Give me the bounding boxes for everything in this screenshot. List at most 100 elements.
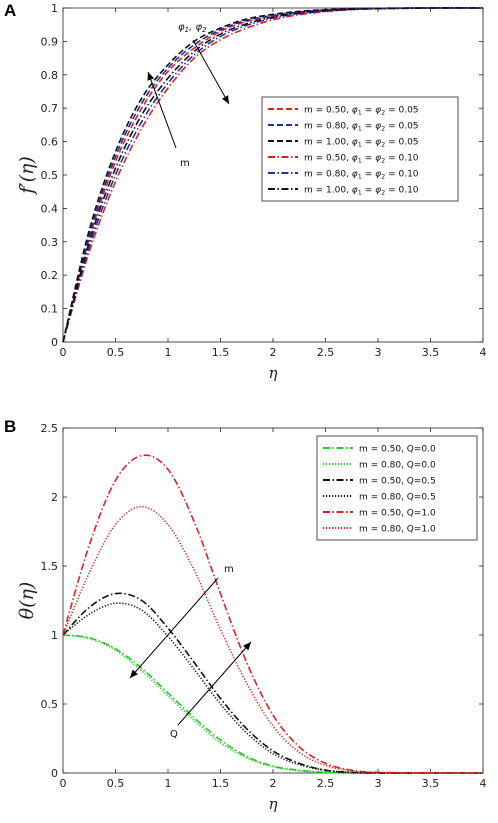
series-line-4 xyxy=(62,602,483,774)
y-tick-label: 0.2 xyxy=(41,269,59,282)
x-axis-label: η xyxy=(269,364,278,382)
q-annotation: Q xyxy=(170,729,178,740)
legend-phi: φ xyxy=(352,122,358,132)
y-tick-label: 0.6 xyxy=(41,136,59,149)
y-tick-label: 0.3 xyxy=(41,236,59,249)
x-tick-label: 0 xyxy=(60,346,67,359)
q-arrow-shaft xyxy=(177,641,252,726)
legend-value: 0.05 xyxy=(398,138,418,148)
legend-eq: = xyxy=(362,138,375,148)
legend-eq: = xyxy=(362,106,375,116)
legend-prefix: m = 1.00, xyxy=(304,186,352,196)
legend-entry-label: m = 0.80, φ1 = φ2 = 0.05 xyxy=(304,122,419,133)
legend-entry-label: m = 0.80, Q=1.0 xyxy=(359,525,436,535)
legend-eq: = xyxy=(385,170,398,180)
y-tick-label: 0.4 xyxy=(41,202,59,215)
legend-eq: = xyxy=(385,122,398,132)
legend-eq: = xyxy=(385,106,398,116)
phi-arrow-head xyxy=(222,95,229,104)
y-tick-label: 0.5 xyxy=(41,169,59,182)
legend-sub: 2 xyxy=(381,109,385,117)
x-tick-label: 3 xyxy=(375,777,382,790)
x-tick-label: 0.5 xyxy=(107,777,125,790)
series-line-3 xyxy=(62,7,484,343)
legend-sub: 2 xyxy=(381,125,385,133)
legend-sub: 1 xyxy=(358,157,362,165)
y-tick-label: 0.9 xyxy=(41,35,59,48)
legend-value: 0.10 xyxy=(398,154,418,164)
x-tick-label: 1 xyxy=(165,777,172,790)
legend-value: 0.05 xyxy=(398,122,418,132)
legend-eq: = xyxy=(385,138,398,148)
legend-prefix: m = 1.00, xyxy=(304,138,352,148)
x-tick-label: 2.5 xyxy=(317,777,335,790)
legend-prefix: m = 0.50, xyxy=(304,106,352,116)
x-axis-label: η xyxy=(269,795,278,813)
legend-sub: 1 xyxy=(358,125,362,133)
legend-sub: 1 xyxy=(358,173,362,181)
y-tick-label: 0.5 xyxy=(41,698,59,711)
legend-eq: = xyxy=(362,154,375,164)
legend-entry-label: m = 0.50, φ1 = φ2 = 0.10 xyxy=(304,154,419,165)
legend-phi: φ xyxy=(375,170,381,180)
legend-sub: 2 xyxy=(381,141,385,149)
y-tick-label: 0.8 xyxy=(41,69,59,82)
m-annotation: m xyxy=(180,158,190,169)
legend-entry-label: m = 0.50, Q=0.5 xyxy=(359,477,436,487)
x-tick-label: 2 xyxy=(270,346,277,359)
legend-phi: φ xyxy=(352,154,358,164)
legend-entry-label: m = 1.00, φ1 = φ2 = 0.05 xyxy=(304,138,419,149)
legend-entry-label: m = 0.50, Q=1.0 xyxy=(359,509,436,519)
legend-phi: φ xyxy=(375,154,381,164)
m-arrow-head xyxy=(147,72,155,81)
x-tick-label: 4 xyxy=(480,777,487,790)
x-tick-label: 2.5 xyxy=(317,346,335,359)
legend-sub: 1 xyxy=(358,189,362,197)
q-arrow-head xyxy=(243,642,251,651)
legend-phi: φ xyxy=(352,106,358,116)
x-tick-label: 1.5 xyxy=(212,346,230,359)
x-tick-label: 0.5 xyxy=(107,346,125,359)
legend-eq: = xyxy=(385,154,398,164)
legend-phi: φ xyxy=(375,122,381,132)
legend-prefix: m = 0.50, xyxy=(304,154,352,164)
phi-arrow-shaft xyxy=(192,39,230,105)
m-arrow-shaft xyxy=(147,71,177,149)
y-axis-label: f′(η) xyxy=(16,156,38,196)
legend-entry-label: m = 0.80, Q=0.0 xyxy=(359,461,436,471)
series-line-1 xyxy=(62,634,483,774)
legend-sub: 2 xyxy=(381,189,385,197)
x-tick-label: 1.5 xyxy=(212,777,230,790)
legend-phi: φ xyxy=(375,186,381,196)
legend-phi: φ xyxy=(352,138,358,148)
x-tick-label: 3 xyxy=(375,346,382,359)
legend-phi: φ xyxy=(375,138,381,148)
y-tick-label: 1 xyxy=(51,629,58,642)
legend-sub: 1 xyxy=(358,141,362,149)
y-tick-label: 0 xyxy=(51,767,58,780)
legend-value: 0.10 xyxy=(398,170,418,180)
phi-sep: , xyxy=(189,22,195,33)
legend-entry-label: m = 0.50, Q=0.0 xyxy=(359,445,436,455)
legend-entry-label: m = 0.80, φ1 = φ2 = 0.10 xyxy=(304,170,419,181)
panel-b-letter: B xyxy=(4,417,16,436)
panel-a-letter: A xyxy=(4,1,16,20)
y-tick-label: 1 xyxy=(51,2,58,15)
y-tick-label: 1.5 xyxy=(41,560,59,573)
legend-prefix: m = 0.80, xyxy=(304,170,352,180)
legend-phi: φ xyxy=(375,106,381,116)
phi-annotation: φ1, φ2 xyxy=(178,22,207,34)
panel-b-chart: 0 0.5 1 1.5 2 2.5 3 3.5 4 0 0.5 1 1.5 2 2.5 η θ(η) m = 0.… xyxy=(16,422,487,813)
legend-entry-label: m = 0.50, φ1 = φ2 = 0.05 xyxy=(304,106,419,117)
m-arrow-head xyxy=(130,669,138,678)
x-tick-label: 4 xyxy=(480,346,487,359)
m-arrow-shaft xyxy=(129,577,219,679)
legend-value: 0.10 xyxy=(398,186,418,196)
y-tick-label: 2.5 xyxy=(41,422,59,435)
y-tick-label: 0.7 xyxy=(41,102,59,115)
legend-eq: = xyxy=(362,186,375,196)
x-tick-label: 1 xyxy=(165,346,172,359)
legend-value: 0.05 xyxy=(398,106,418,116)
legend-box xyxy=(316,435,478,541)
